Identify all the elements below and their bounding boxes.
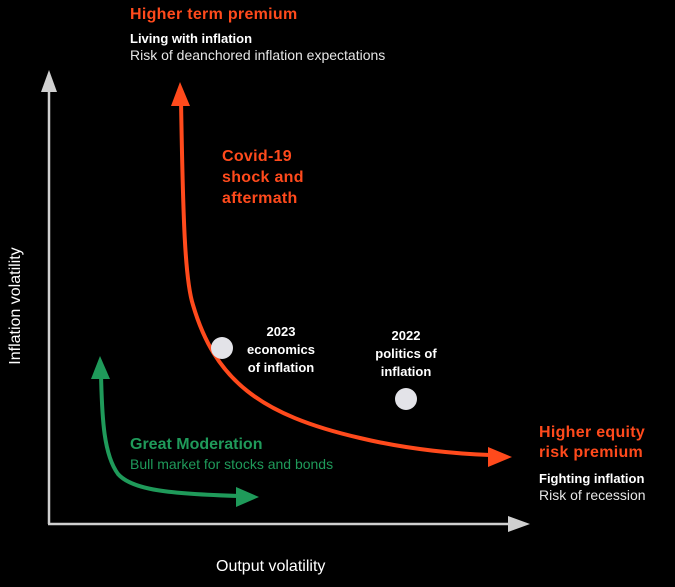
point-2022-line1: 2022 xyxy=(391,328,421,343)
higher-equity-title-line1: Higher equity xyxy=(539,424,646,441)
great-moderation-arrowhead-right xyxy=(236,487,259,507)
fighting-inflation-label: Fighting inflation xyxy=(539,471,645,486)
higher-equity-title-line2: risk premium xyxy=(539,444,644,461)
great-moderation-subtitle: Bull market for stocks and bonds xyxy=(130,456,334,472)
x-axis-arrowhead xyxy=(508,516,530,532)
point-2023-line2: economics xyxy=(247,342,315,357)
point-2022-line2: politics of xyxy=(375,346,437,361)
higher-term-premium-title: Higher term premium xyxy=(130,6,298,23)
y-axis-label: Inflation volatility xyxy=(7,247,24,365)
marker-2023 xyxy=(211,337,233,359)
point-2022-line3: inflation xyxy=(380,364,432,379)
point-2023-line3: of inflation xyxy=(247,360,315,375)
risk-of-recession-label: Risk of recession xyxy=(539,487,646,503)
covid-curve-arrowhead-right xyxy=(488,447,512,467)
great-moderation-title: Great Moderation xyxy=(130,436,263,453)
x-axis-label: Output volatility xyxy=(216,558,326,575)
living-with-inflation-label: Living with inflation xyxy=(130,31,253,46)
deanchored-expectations-label: Risk of deanchored inflation expectation… xyxy=(130,47,386,63)
point-2023-line1: 2023 xyxy=(266,324,296,339)
covid-label-line1: Covid-19 xyxy=(222,148,292,165)
covid-label-line3: aftermath xyxy=(222,190,298,207)
marker-2022 xyxy=(395,388,417,410)
y-axis-arrowhead xyxy=(41,70,57,92)
great-moderation-arrowhead-up xyxy=(91,356,110,379)
great-moderation-curve xyxy=(99,372,242,498)
covid-shock-curve xyxy=(179,98,492,457)
covid-curve-arrowhead-up xyxy=(171,82,190,106)
covid-label-line2: shock and xyxy=(222,169,304,186)
